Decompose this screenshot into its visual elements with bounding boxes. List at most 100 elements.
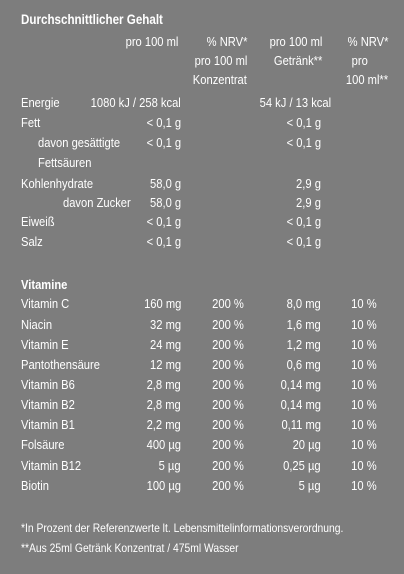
vitamin-nrv-concentrate: 200 % xyxy=(212,296,244,311)
vitamin-nrv-concentrate: 200 % xyxy=(212,417,244,432)
nutrient-label: davon gesättigte xyxy=(38,135,121,150)
nutrient-value-drink: 2,9 g xyxy=(296,176,321,191)
vitamin-nrv-concentrate: 200 % xyxy=(212,458,244,473)
nutrient-value-drink: < 0,1 g xyxy=(286,234,321,249)
vitamin-row: Niacin 32 mg 200 % 1,6 mg 10 % xyxy=(0,317,404,337)
vitamin-value-100ml: 2,8 mg xyxy=(146,377,181,392)
nutrient-value-100ml: < 0,1 g xyxy=(146,234,181,249)
nutrient-row: davon gesättigte < 0,1 g < 0,1 g xyxy=(0,135,404,155)
vitamin-nrv-concentrate: 200 % xyxy=(212,357,244,372)
vitamin-nrv-drink: 10 % xyxy=(351,377,377,392)
vitamin-value-drink: 20 µg xyxy=(292,437,321,452)
vitamin-label: Folsäure xyxy=(21,437,65,452)
nutrient-label: Kohlenhydrate xyxy=(21,176,94,191)
vitamin-value-100ml: 100 µg xyxy=(146,478,181,493)
vitamin-value-drink: 1,6 mg xyxy=(286,317,321,332)
nutrient-value-drink: 2,9 g xyxy=(296,195,321,210)
nutrient-row: Eiweiß < 0,1 g < 0,1 g xyxy=(0,214,404,234)
energy-label: Energie xyxy=(21,95,60,110)
header-col4-line1: % NRV* xyxy=(347,34,388,49)
nutrient-row: davon Zucker 58,0 g 2,9 g xyxy=(0,195,404,215)
vitamin-label: Vitamin C xyxy=(21,296,70,311)
vitamin-nrv-drink: 10 % xyxy=(351,337,377,352)
vitamin-row: Pantothensäure 12 mg 200 % 0,6 mg 10 % xyxy=(0,357,404,377)
energy-value-100ml: 1080 kJ / 258 kcal xyxy=(90,95,181,110)
vitamin-nrv-concentrate: 200 % xyxy=(212,437,244,452)
nutrient-value-drink: < 0,1 g xyxy=(286,214,321,229)
vitamin-nrv-drink: 10 % xyxy=(351,357,377,372)
energy-value-drink: 54 kJ / 13 kcal xyxy=(259,95,331,110)
vitamin-value-drink: 0,11 mg xyxy=(281,417,321,432)
nutrient-value-drink: < 0,1 g xyxy=(286,115,321,130)
vitamin-value-100ml: 400 µg xyxy=(146,437,181,452)
vitamin-value-100ml: 2,8 mg xyxy=(146,397,181,412)
header-col2-line3: Konzentrat xyxy=(192,72,247,87)
header-col3-line1: pro 100 ml xyxy=(269,34,322,49)
vitamin-value-drink: 5 µg xyxy=(299,478,321,493)
nutrient-value-100ml: 58,0 g xyxy=(149,176,181,191)
table-title: Durchschnittlicher Gehalt xyxy=(21,12,163,27)
vitamin-row: Vitamin B1 2,2 mg 200 % 0,11 mg 10 % xyxy=(0,417,404,437)
header-col2-line2: pro 100 ml xyxy=(194,53,247,68)
vitamin-value-100ml: 2,2 mg xyxy=(146,417,181,432)
nutrient-row: Fett < 0,1 g < 0,1 g xyxy=(0,115,404,135)
vitamin-value-100ml: 24 mg xyxy=(149,337,181,352)
vitamin-value-drink: 0,25 µg xyxy=(283,458,321,473)
nutrient-label: Fett xyxy=(21,115,41,130)
header-col4-line3: 100 ml** xyxy=(345,72,388,87)
nutrient-value-100ml: 58,0 g xyxy=(149,195,181,210)
vitamin-label: Vitamin B6 xyxy=(21,377,75,392)
vitamin-value-drink: 0,14 mg xyxy=(280,397,321,412)
vitamin-row: Vitamin B2 2,8 mg 200 % 0,14 mg 10 % xyxy=(0,397,404,417)
vitamin-label: Biotin xyxy=(21,478,49,493)
footnote-drink: **Aus 25ml Getränk Konzentrat / 475ml Wa… xyxy=(21,541,239,555)
vitamin-row: Biotin 100 µg 200 % 5 µg 10 % xyxy=(0,478,404,498)
nutrient-value-100ml: < 0,1 g xyxy=(146,214,181,229)
vitamin-nrv-drink: 10 % xyxy=(351,317,377,332)
vitamin-label: Vitamin B1 xyxy=(21,417,75,432)
header-col3-line2: Getränk** xyxy=(273,53,322,68)
nutrient-value-drink: < 0,1 g xyxy=(286,135,321,150)
vitamin-nrv-drink: 10 % xyxy=(351,417,377,432)
vitamin-value-100ml: 12 mg xyxy=(149,357,181,372)
vitamin-nrv-drink: 10 % xyxy=(351,397,377,412)
vitamin-nrv-drink: 10 % xyxy=(351,478,377,493)
nutrient-value-100ml: < 0,1 g xyxy=(146,115,181,130)
header-col2-line1: % NRV* xyxy=(206,34,247,49)
vitamin-label: Vitamin B12 xyxy=(21,458,82,473)
nutrient-row: Fettsäuren xyxy=(0,155,404,175)
vitamin-value-100ml: 5 µg xyxy=(159,458,181,473)
header-col4-line2: pro xyxy=(351,53,368,68)
vitamin-nrv-drink: 10 % xyxy=(351,458,377,473)
vitamin-label: Pantothensäure xyxy=(21,357,100,372)
nutrient-value-100ml: < 0,1 g xyxy=(146,135,181,150)
footnote-nrv: *In Prozent der Referenzwerte lt. Lebens… xyxy=(21,521,344,535)
vitamin-label: Vitamin E xyxy=(21,337,69,352)
vitamin-row: Vitamin C 160 mg 200 % 8,0 mg 10 % xyxy=(0,296,404,316)
vitamins-title: Vitamine xyxy=(21,277,68,292)
header-col1: pro 100 ml xyxy=(125,34,178,49)
nutrient-row: Kohlenhydrate 58,0 g 2,9 g xyxy=(0,176,404,196)
vitamin-value-100ml: 32 mg xyxy=(149,317,181,332)
vitamin-label: Niacin xyxy=(21,317,53,332)
vitamin-nrv-concentrate: 200 % xyxy=(212,337,244,352)
vitamin-label: Vitamin B2 xyxy=(21,397,75,412)
vitamin-row: Vitamin B6 2,8 mg 200 % 0,14 mg 10 % xyxy=(0,377,404,397)
nutrient-label: davon Zucker xyxy=(63,195,131,210)
vitamin-value-drink: 8,0 mg xyxy=(286,296,321,311)
nutrient-label: Eiweiß xyxy=(21,214,55,229)
vitamin-nrv-concentrate: 200 % xyxy=(212,397,244,412)
nutrient-label: Salz xyxy=(21,234,43,249)
energy-row: Energie 1080 kJ / 258 kcal 54 kJ / 13 kc… xyxy=(0,95,404,115)
vitamin-nrv-concentrate: 200 % xyxy=(212,377,244,392)
vitamin-value-drink: 0,14 mg xyxy=(280,377,321,392)
vitamin-value-drink: 0,6 mg xyxy=(286,357,321,372)
vitamin-row: Vitamin E 24 mg 200 % 1,2 mg 10 % xyxy=(0,337,404,357)
nutrient-label: Fettsäuren xyxy=(38,155,92,170)
nutrient-row: Salz < 0,1 g < 0,1 g xyxy=(0,234,404,254)
vitamin-nrv-concentrate: 200 % xyxy=(212,478,244,493)
vitamin-nrv-concentrate: 200 % xyxy=(212,317,244,332)
vitamin-value-drink: 1,2 mg xyxy=(286,337,321,352)
vitamin-row: Vitamin B12 5 µg 200 % 0,25 µg 10 % xyxy=(0,458,404,478)
vitamin-nrv-drink: 10 % xyxy=(351,296,377,311)
